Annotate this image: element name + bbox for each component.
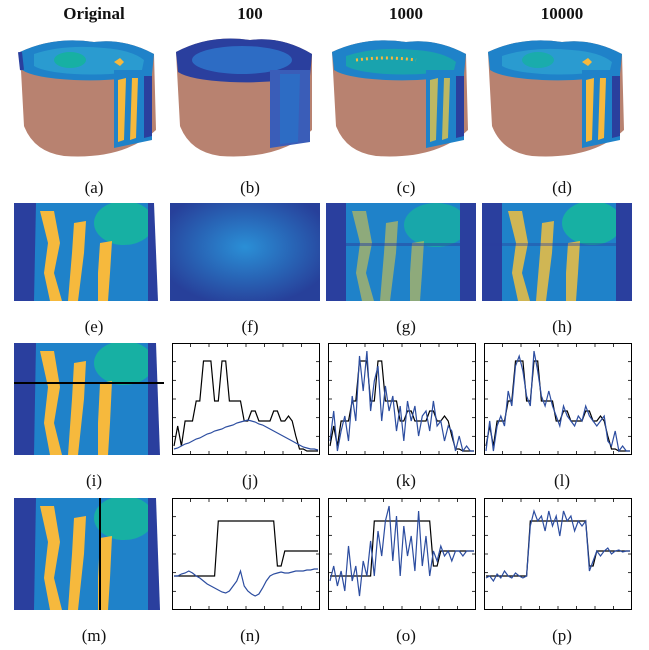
caption-c: (c)	[396, 178, 416, 197]
caption-n: (n)	[240, 626, 260, 645]
header-100: 100	[237, 4, 263, 23]
plot-frame	[172, 343, 320, 455]
ground-truth-line	[486, 520, 630, 577]
caption-m: (m)	[81, 626, 107, 645]
slice-1000	[326, 203, 476, 301]
slice-original	[14, 203, 164, 301]
reconstruction-line	[173, 419, 319, 451]
reconstruction-line	[485, 350, 630, 453]
caption-a: (a)	[84, 178, 104, 197]
header-10000: 10000	[540, 4, 584, 23]
reconstruction-line	[174, 568, 318, 597]
plot-k	[328, 343, 476, 455]
header-1000: 1000	[389, 4, 423, 23]
slice-100	[170, 203, 320, 301]
caption-o: (o)	[396, 626, 416, 645]
caption-d: (d)	[552, 178, 572, 197]
reconstruction-line	[329, 350, 474, 453]
reconstruction-line	[329, 505, 474, 597]
slice-10000	[482, 203, 632, 301]
caption-b: (b)	[240, 178, 260, 197]
ground-truth-line	[174, 520, 318, 577]
caption-j: (j)	[241, 471, 259, 490]
plot-frame	[172, 498, 320, 610]
caption-g: (g)	[396, 317, 416, 336]
caption-i: (i)	[85, 471, 103, 490]
plot-frame	[484, 343, 632, 455]
reconstruction-line	[485, 508, 630, 583]
plot-frame	[328, 498, 476, 610]
render-100	[170, 30, 320, 165]
plot-l	[484, 343, 632, 455]
plot-n	[172, 498, 320, 610]
render-10000	[482, 30, 632, 165]
plot-p	[484, 498, 632, 610]
slice-vertical-line	[14, 498, 164, 610]
caption-l: (l)	[553, 471, 571, 490]
caption-h: (h)	[552, 317, 572, 336]
header-original: Original	[63, 4, 125, 23]
render-1000	[326, 30, 476, 165]
render-original	[14, 30, 164, 165]
ground-truth-line	[173, 360, 318, 452]
plot-j	[172, 343, 320, 455]
plot-o	[328, 498, 476, 610]
slice-horizontal-line	[14, 343, 164, 455]
caption-f: (f)	[241, 317, 259, 336]
plot-frame	[484, 498, 632, 610]
caption-p: (p)	[552, 626, 572, 645]
ground-truth-line	[485, 360, 630, 452]
caption-e: (e)	[84, 317, 104, 336]
caption-k: (k)	[396, 471, 416, 490]
plot-frame	[328, 343, 476, 455]
